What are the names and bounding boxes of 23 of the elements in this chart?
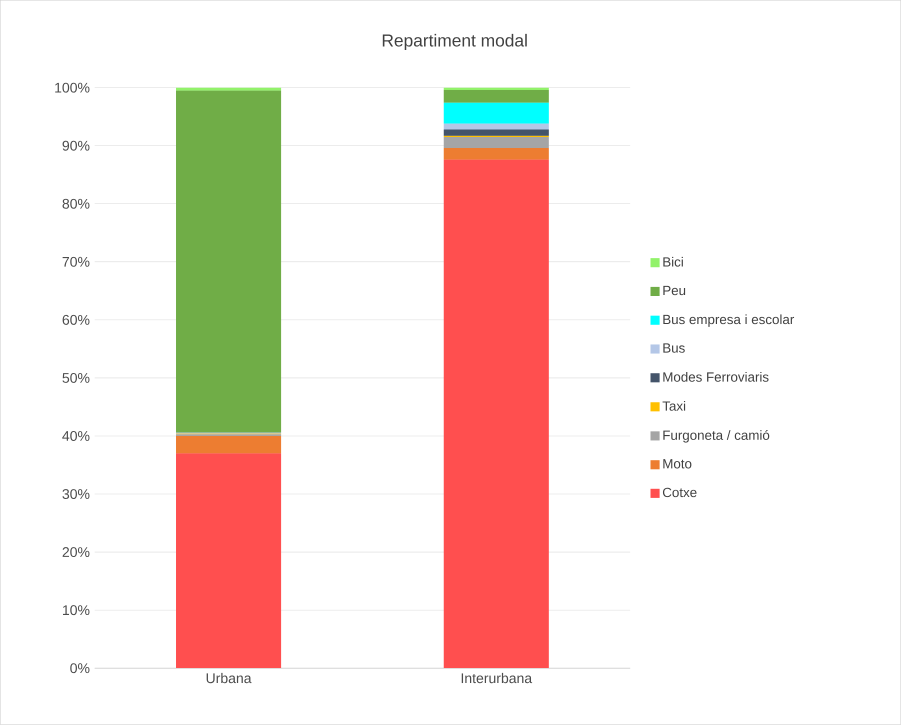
y-tick-label: 0% [70,663,90,674]
legend-label: Bus [663,343,685,353]
legend-label: Moto [663,459,692,469]
y-tick-label: 70% [62,256,90,267]
legend-label: Furgoneta / camió [663,430,770,443]
y-tick-label: 30% [62,489,90,500]
y-tick-label: 60% [62,315,90,325]
y-tick-label: 90% [62,140,90,151]
y-tick-label: 40% [62,431,90,442]
legend-label: Cotxe [662,488,697,498]
legend-label: Bus empresa i escolar [663,314,794,327]
y-tick-label: 10% [62,605,90,616]
y-tick-label: 100% [55,82,90,93]
x-tick-label: Urbana [206,672,252,684]
legend-label: Bici [663,256,683,267]
y-tick-label: 50% [62,373,90,383]
x-tick-label: Interurbana [462,672,532,684]
legend-label: Taxi [662,401,686,411]
y-tick-label: 80% [62,198,90,209]
chart-title: Repartiment modal [382,34,527,50]
legend-label: Modes Ferroviaris [663,372,769,382]
legend-label: Peu [663,286,686,296]
y-tick-label: 20% [62,547,90,558]
